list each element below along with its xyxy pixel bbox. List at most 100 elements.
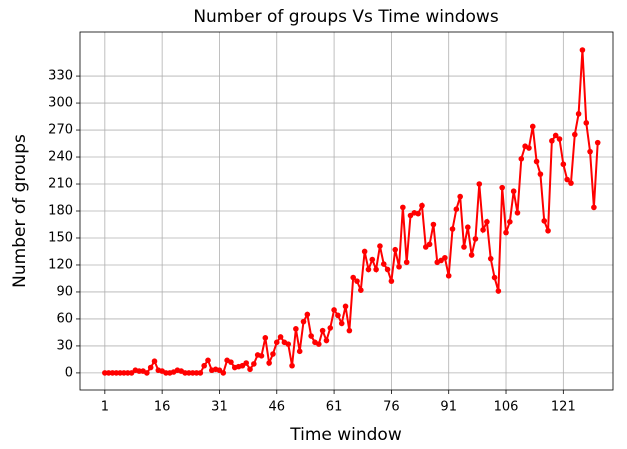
y-tick-label: 30 <box>56 338 73 353</box>
x-tick-label: 31 <box>211 400 228 415</box>
x-tick-label: 16 <box>154 400 171 415</box>
x-tick-label: 121 <box>551 400 576 415</box>
y-tick-label: 120 <box>48 257 73 272</box>
data-point <box>258 353 265 359</box>
data-point <box>262 335 269 341</box>
data-point <box>266 360 272 366</box>
data-point <box>442 254 448 261</box>
y-tick-label: 0 <box>65 365 73 380</box>
data-point <box>426 241 433 248</box>
y-tick-label: 300 <box>48 96 73 111</box>
data-point <box>537 171 544 177</box>
plot-frame <box>79 31 614 391</box>
data-point <box>503 229 509 236</box>
data-point <box>270 351 276 357</box>
data-point <box>197 370 204 376</box>
data-point <box>365 266 372 273</box>
data-point <box>533 158 540 165</box>
y-tick-label: 330 <box>48 69 73 84</box>
data-point <box>445 272 452 279</box>
y-tick-label: 180 <box>48 204 73 219</box>
data-line <box>104 49 599 375</box>
data-point <box>461 244 467 250</box>
data-point <box>277 334 284 340</box>
data-point <box>487 255 494 262</box>
data-point <box>151 358 158 365</box>
y-tick-label: 270 <box>48 123 73 138</box>
data-point <box>144 370 150 376</box>
x-tick-label: 61 <box>326 400 343 415</box>
data-point <box>491 274 498 281</box>
y-tick-label: 90 <box>56 284 73 299</box>
data-point <box>499 184 505 191</box>
data-point <box>220 370 227 376</box>
data-point <box>419 202 425 209</box>
data-point <box>354 278 360 284</box>
y-tick-label: 150 <box>48 230 73 245</box>
data-point <box>583 120 590 126</box>
data-point <box>335 312 341 319</box>
x-tick-label: 76 <box>383 400 400 415</box>
data-point <box>480 227 486 233</box>
data-point <box>323 337 330 344</box>
data-point <box>319 327 326 334</box>
data-point <box>468 252 475 258</box>
data-point <box>591 204 597 211</box>
data-point <box>465 224 471 230</box>
data-point <box>564 176 570 183</box>
data-point <box>541 218 548 224</box>
data-point <box>308 333 314 339</box>
data-point <box>484 218 490 225</box>
data-point <box>201 362 207 369</box>
data-point <box>293 326 299 332</box>
data-point <box>380 261 387 267</box>
data-point <box>373 266 379 273</box>
data-point <box>526 145 532 151</box>
data-point <box>369 256 376 263</box>
x-tick-label: 106 <box>494 400 519 415</box>
data-point <box>205 357 211 364</box>
data-point <box>453 206 460 213</box>
data-point <box>518 156 525 162</box>
data-point <box>571 131 578 138</box>
data-point <box>285 341 292 347</box>
data-point <box>560 161 567 168</box>
y-tick-label: 60 <box>56 311 73 326</box>
data-point <box>392 246 399 253</box>
data-point <box>228 359 234 365</box>
data-point <box>476 181 483 187</box>
data-point <box>361 248 368 255</box>
data-point <box>346 327 353 334</box>
data-point <box>400 204 406 211</box>
data-point <box>350 274 356 281</box>
x-tick-label: 91 <box>440 400 457 415</box>
x-tick-label: 1 <box>101 400 109 415</box>
data-point <box>396 263 402 270</box>
data-point <box>510 188 517 195</box>
data-point <box>472 236 479 242</box>
data-point <box>403 259 410 266</box>
data-point <box>289 362 295 369</box>
data-point <box>315 341 322 347</box>
x-axis-label: Time window <box>289 425 402 445</box>
data-point <box>251 361 257 367</box>
data-point <box>549 138 555 144</box>
data-point <box>507 218 513 225</box>
data-point <box>587 148 593 155</box>
data-point <box>514 209 521 216</box>
data-point <box>529 123 536 130</box>
data-point <box>243 360 250 366</box>
data-point <box>377 243 383 249</box>
data-point <box>552 132 559 139</box>
chart-title: Number of groups Vs Time windows <box>193 7 499 27</box>
data-point <box>342 303 349 310</box>
data-point <box>594 139 601 146</box>
data-point <box>247 366 253 373</box>
y-tick-label: 240 <box>48 150 73 165</box>
data-point <box>388 278 395 284</box>
data-point <box>449 226 456 232</box>
data-point <box>358 287 364 293</box>
data-point <box>545 227 551 234</box>
data-point <box>430 221 437 228</box>
data-point <box>296 348 303 355</box>
